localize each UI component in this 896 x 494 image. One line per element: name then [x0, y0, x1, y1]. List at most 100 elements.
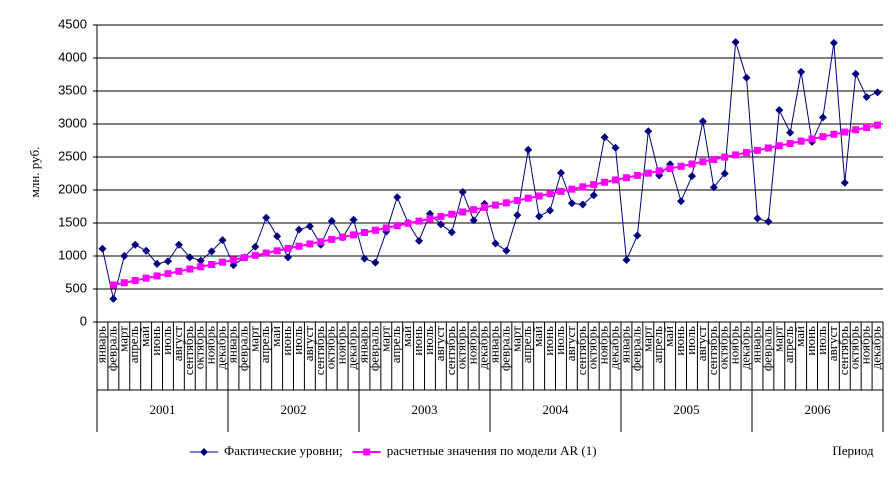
x-tick-label: ноябрь [203, 326, 218, 364]
point [458, 187, 467, 196]
point [830, 130, 838, 138]
point [590, 181, 598, 189]
point [371, 226, 379, 234]
x-tick-label: июнь [672, 326, 687, 356]
x-tick-label: август [170, 326, 185, 362]
point [196, 256, 205, 265]
x-tick-label: апрель [257, 326, 272, 363]
x-tick-label: февраль [628, 326, 643, 371]
x-tick-label: август [432, 326, 447, 362]
point [775, 106, 784, 115]
point [360, 254, 369, 263]
point [109, 294, 118, 303]
point [200, 448, 208, 456]
point [699, 158, 707, 166]
x-tick-label: май [137, 326, 152, 347]
x-tick-label: январь [617, 326, 632, 363]
point [786, 128, 795, 137]
point [687, 172, 696, 181]
point [120, 279, 128, 287]
x-tick-label: март [377, 326, 392, 352]
x-tick-label: август [563, 326, 578, 362]
point [546, 206, 555, 215]
point [600, 133, 609, 142]
point [153, 272, 161, 280]
point [819, 133, 827, 141]
year-label: 2003 [412, 402, 438, 417]
point [775, 142, 783, 150]
x-tick-label: январь [224, 326, 239, 363]
y-tick-label: 4500 [58, 16, 87, 31]
point [470, 206, 478, 214]
x-tick-label: сентябрь [836, 326, 851, 375]
x-tick-label: октябрь [323, 326, 338, 369]
x-tick-label: октябрь [454, 326, 469, 369]
point [731, 38, 740, 47]
x-tick-label: июль [552, 326, 567, 355]
x-tick-label: апрель [650, 326, 665, 363]
point [306, 240, 314, 248]
point [251, 242, 260, 251]
x-tick-label: февраль [366, 326, 381, 371]
y-tick-label: 500 [65, 280, 87, 295]
point [622, 255, 631, 264]
point [524, 194, 532, 202]
x-tick-label: декабрь [476, 326, 491, 369]
point [709, 183, 718, 192]
point [207, 247, 216, 256]
x-tick-label: июль [683, 326, 698, 355]
point [163, 257, 172, 266]
point [436, 220, 445, 229]
point [174, 240, 183, 249]
point [197, 263, 205, 271]
x-tick-label: ноябрь [727, 326, 742, 364]
x-tick-label: сентябрь [705, 326, 720, 375]
point [633, 231, 642, 240]
point [764, 144, 772, 152]
point [851, 69, 860, 78]
x-tick-label: декабрь [607, 326, 622, 369]
x-tick-label: июнь [148, 326, 163, 356]
point [841, 128, 849, 136]
point [185, 253, 194, 262]
x-tick-label: июль [814, 326, 829, 355]
point [589, 191, 598, 200]
x-tick-label: август [694, 326, 709, 362]
x-tick-label: октябрь [716, 326, 731, 369]
point [481, 203, 489, 211]
point [513, 211, 522, 220]
point [720, 169, 729, 178]
x-tick-label: ноябрь [334, 326, 349, 364]
point [601, 178, 609, 186]
point [677, 197, 686, 206]
point [677, 162, 685, 170]
x-tick-label: февраль [235, 326, 250, 371]
point [262, 213, 271, 222]
x-axis-label: Период [832, 443, 874, 458]
point [120, 252, 129, 260]
x-tick-label: март [115, 326, 130, 352]
x-tick-label: сентябрь [312, 326, 327, 375]
y-tick-label: 3500 [58, 82, 87, 97]
x-tick-label: октябрь [585, 326, 600, 369]
point [240, 254, 248, 262]
point [295, 242, 303, 250]
point [415, 236, 424, 245]
point [644, 127, 653, 136]
point [612, 176, 620, 184]
point [742, 73, 751, 82]
point [142, 246, 151, 255]
point [98, 244, 107, 253]
point [873, 88, 882, 97]
point [393, 222, 401, 230]
y-tick-label: 1000 [58, 247, 87, 262]
point [426, 215, 434, 223]
point [764, 217, 773, 226]
x-tick-label: май [530, 326, 545, 347]
x-tick-label: март [508, 326, 523, 352]
point [622, 174, 630, 182]
point [874, 121, 882, 129]
point [328, 235, 336, 243]
x-tick-label: январь [486, 326, 501, 363]
